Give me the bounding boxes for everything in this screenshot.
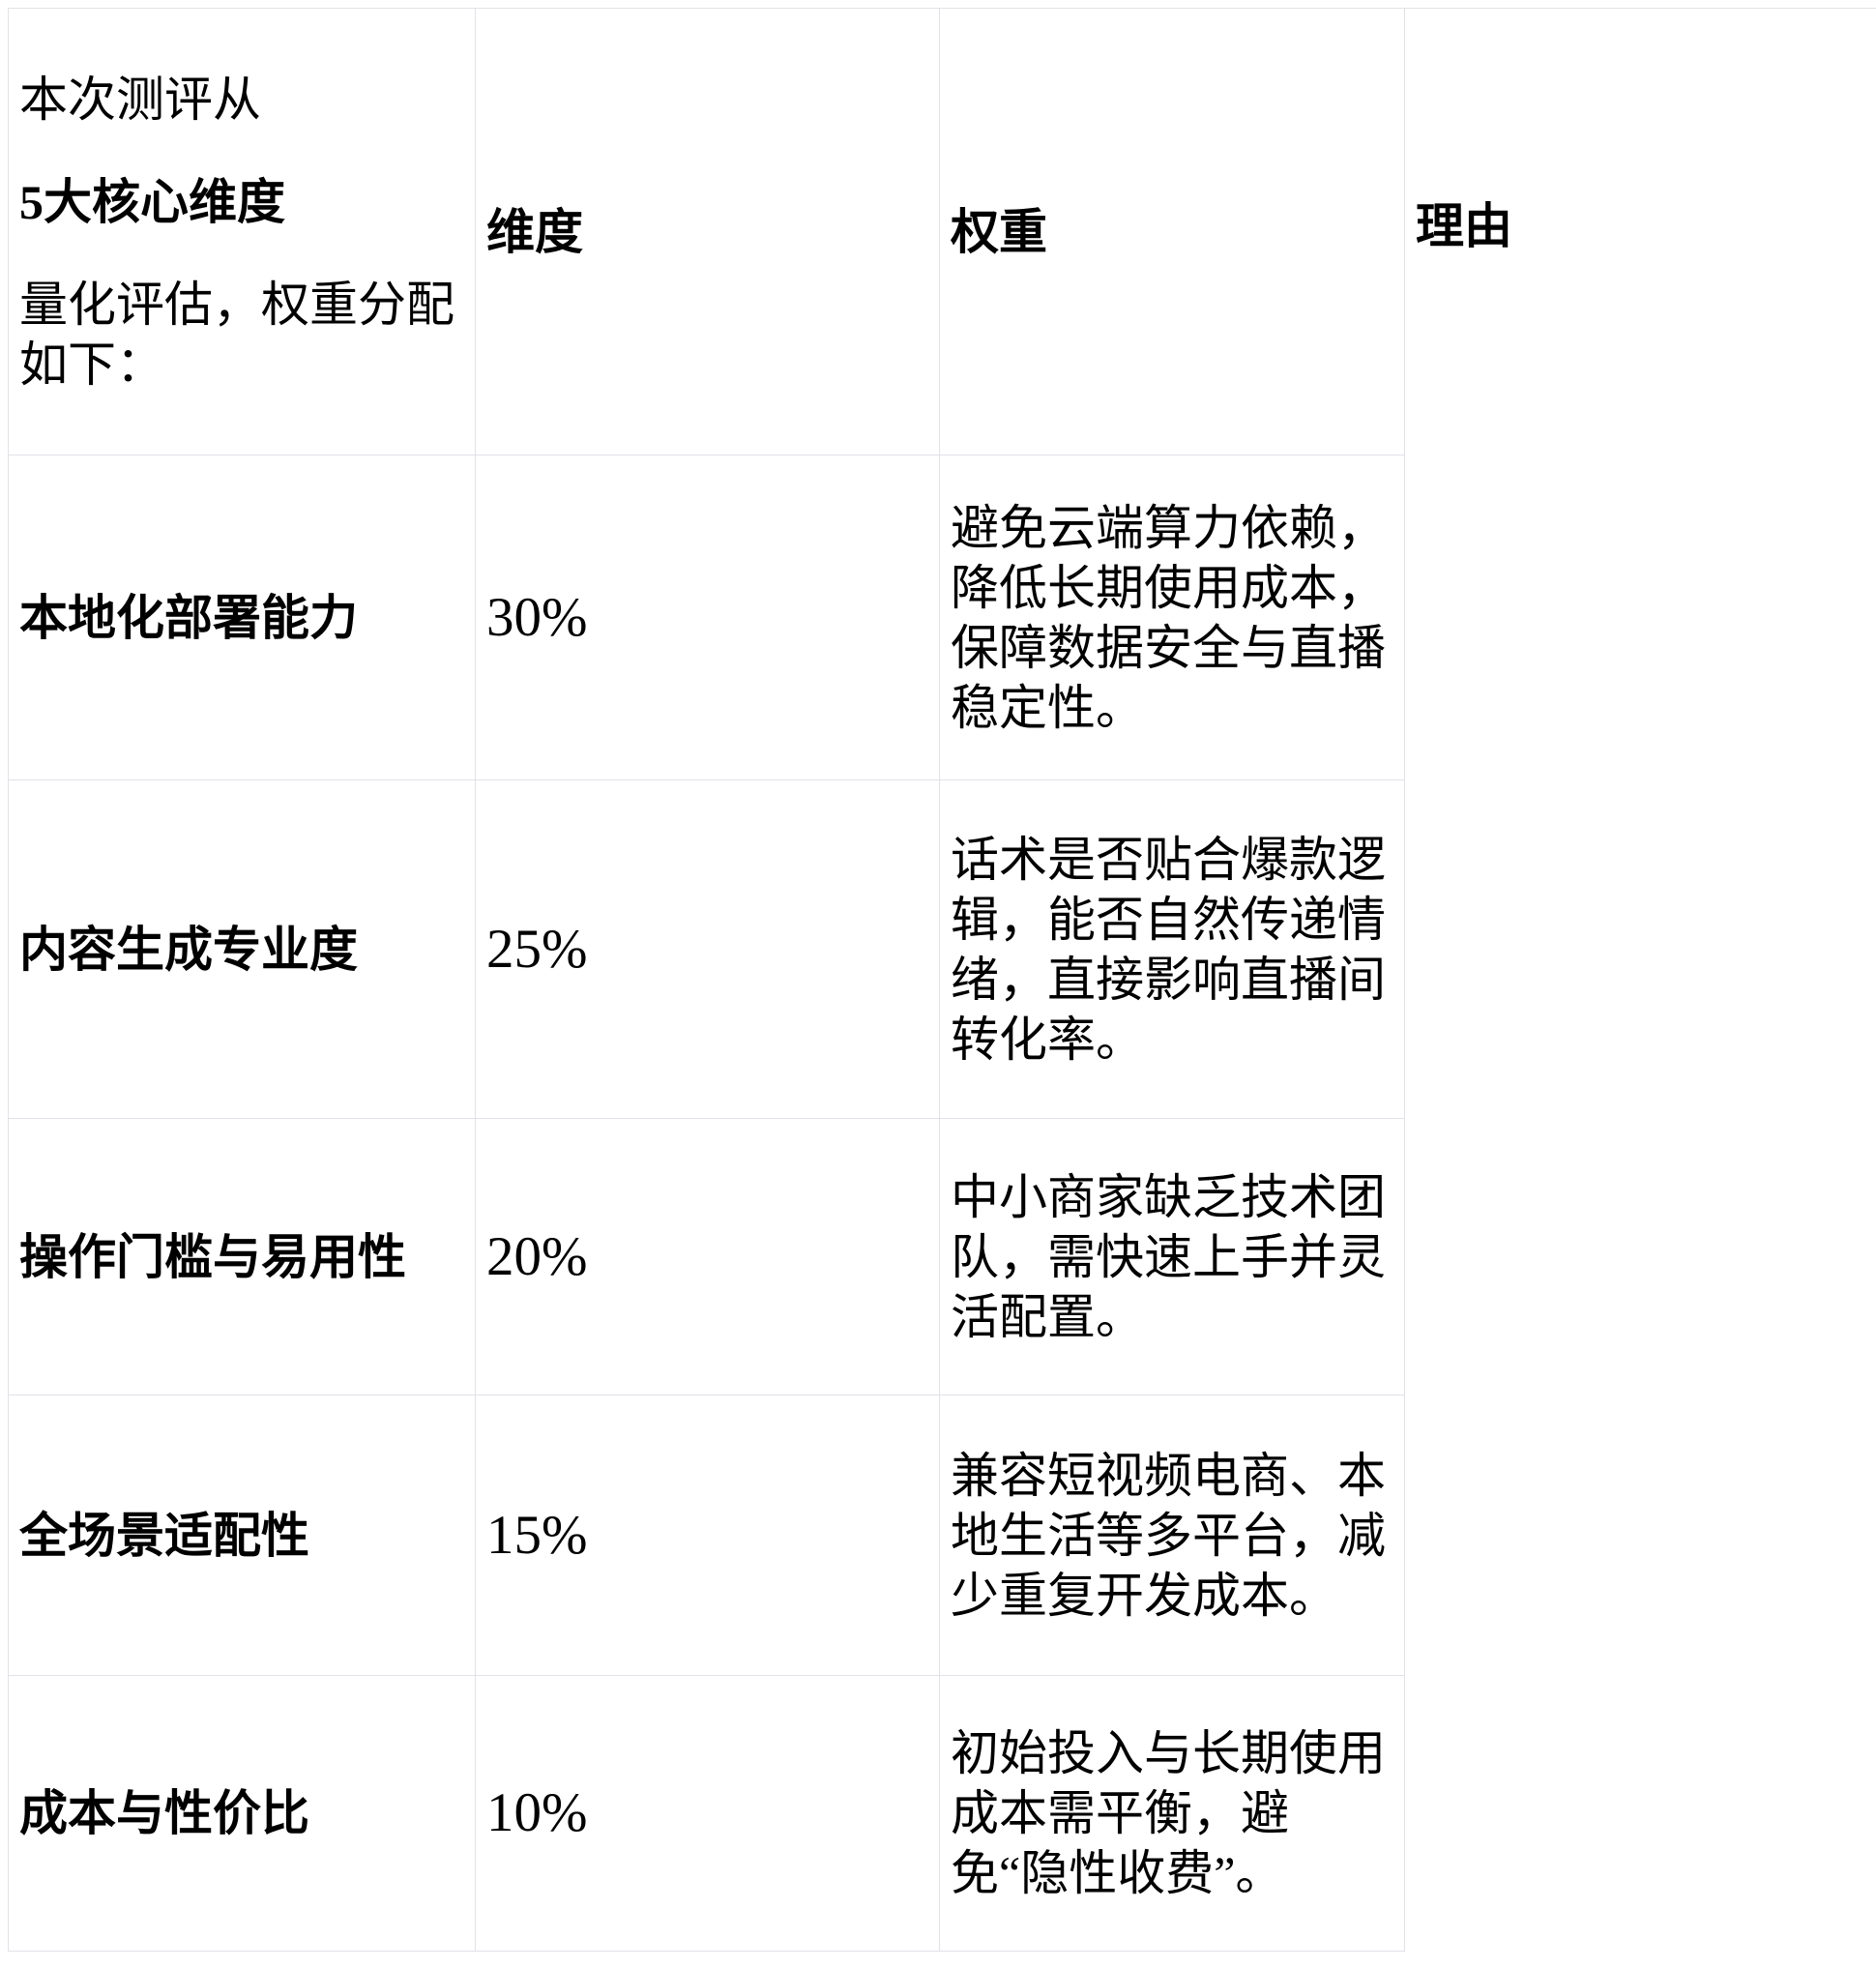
weight-value: 15% — [476, 1395, 940, 1676]
reason-text: 避免云端算力依赖，降低长期使用成本，保障数据安全与直播稳定性。 — [940, 455, 1405, 780]
dimension-name: 操作门槛与易用性 — [9, 1119, 476, 1395]
intro-cell: 本次测评从 5大核心维度 量化评估，权重分配如下： — [9, 9, 476, 455]
weight-value: 25% — [476, 780, 940, 1119]
dimension-name: 本地化部署能力 — [9, 455, 476, 780]
reason-text: 初始投入与长期使用成本需平衡，避免“隐性收费”。 — [940, 1676, 1405, 1952]
column-header-weight: 权重 — [940, 9, 1405, 455]
reason-text: 话术是否贴合爆款逻辑，能否自然传递情绪，直接影响直播间转化率。 — [940, 780, 1405, 1119]
intro-line-2: 5大核心维度 — [19, 172, 464, 232]
intro-line-1: 本次测评从 — [19, 70, 464, 130]
reason-text: 兼容短视频电商、本地生活等多平台，减少重复开发成本。 — [940, 1395, 1405, 1676]
dimension-name: 成本与性价比 — [9, 1676, 476, 1952]
column-header-reason: 理由 — [1405, 9, 1876, 1952]
reason-text: 中小商家缺乏技术团队，需快速上手并灵活配置。 — [940, 1119, 1405, 1395]
dimension-name: 内容生成专业度 — [9, 780, 476, 1119]
table-header-row: 本次测评从 5大核心维度 量化评估，权重分配如下： 维度 权重 理由 — [9, 9, 1876, 455]
column-header-dimension: 维度 — [476, 9, 940, 455]
dimension-name: 全场景适配性 — [9, 1395, 476, 1676]
weight-value: 30% — [476, 455, 940, 780]
weight-value: 10% — [476, 1676, 940, 1952]
evaluation-weights-table: 本次测评从 5大核心维度 量化评估，权重分配如下： 维度 权重 理由 本地化部署… — [8, 8, 1876, 1952]
weight-value: 20% — [476, 1119, 940, 1395]
intro-line-3: 量化评估，权重分配如下： — [19, 275, 464, 395]
